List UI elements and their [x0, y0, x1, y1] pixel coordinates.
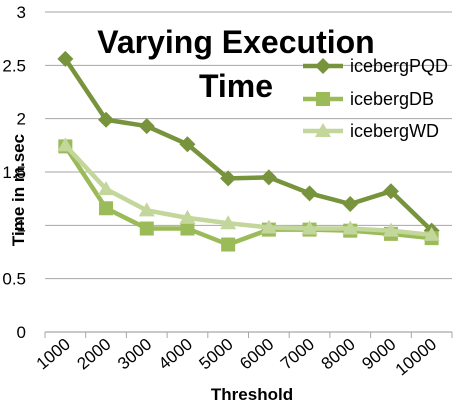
- data-point-icebergWD-3000: [138, 202, 155, 217]
- data-point-icebergWD-8000: [342, 220, 359, 235]
- x-axis-label: Threshold: [211, 385, 293, 404]
- data-point-icebergPQD-6000: [260, 169, 277, 186]
- data-point-icebergWD-1000: [57, 137, 74, 152]
- y-tick-label: 0: [17, 323, 26, 342]
- data-point-icebergWD-4000: [179, 209, 196, 224]
- legend-marker-icebergDB: [316, 92, 330, 106]
- x-tick-label: 3000: [114, 335, 155, 374]
- legend-label-icebergDB: icebergDB: [350, 89, 434, 109]
- data-point-icebergPQD-9000: [382, 183, 399, 200]
- data-point-icebergPQD-8000: [342, 196, 359, 212]
- x-tick-label: 1000: [33, 335, 74, 374]
- data-point-icebergWD-2000: [98, 181, 115, 196]
- legend-marker-icebergPQD: [315, 58, 331, 74]
- x-tick-label: 6000: [236, 335, 277, 374]
- data-point-icebergPQD-4000: [179, 136, 196, 153]
- series-line-icebergPQD: [63, 57, 434, 233]
- data-point-icebergPQD-5000: [220, 170, 237, 187]
- x-tick-label: 10000: [392, 335, 440, 380]
- data-point-icebergPQD-3000: [138, 118, 155, 135]
- y-tick-label: 2: [17, 110, 26, 129]
- y-axis-label: Time in m.sec: [9, 134, 28, 246]
- chart-title-line-1: Varying Execution: [97, 24, 374, 60]
- data-point-icebergPQD-1000: [57, 50, 74, 67]
- series-line-icebergWD: [63, 143, 432, 238]
- data-point-icebergDB-5000: [221, 237, 236, 252]
- y-tick-label: 3: [17, 3, 26, 22]
- data-point-icebergPQD-7000: [301, 185, 318, 202]
- data-point-icebergWD-7000: [301, 220, 318, 235]
- x-tick-label: 5000: [196, 335, 237, 374]
- chart-title-line-2: Time: [199, 68, 273, 104]
- series-line-icebergDB: [63, 145, 432, 247]
- data-point-icebergWD-5000: [220, 215, 237, 230]
- data-point-icebergWD-9000: [382, 222, 399, 237]
- x-tick-label: 7000: [277, 335, 318, 374]
- y-tick-label: 1: [17, 216, 26, 235]
- legend-marker-icebergWD: [315, 123, 331, 137]
- y-tick-label: 1.5: [2, 163, 26, 182]
- legend-label-icebergPQD: icebergPQD: [350, 56, 448, 76]
- data-point-icebergWD-6000: [260, 219, 277, 234]
- y-tick-label: 0.5: [2, 270, 26, 289]
- data-point-icebergWD-10000: [423, 226, 440, 241]
- legend-label-icebergWD: icebergWD: [350, 121, 439, 141]
- data-point-icebergDB-2000: [99, 201, 114, 216]
- x-tick-label: 8000: [318, 335, 359, 374]
- x-tick-label: 4000: [155, 335, 196, 374]
- data-point-icebergDB-4000: [180, 221, 195, 236]
- data-point-icebergDB-3000: [139, 221, 154, 236]
- x-tick-label: 2000: [73, 335, 114, 374]
- data-point-icebergPQD-2000: [98, 111, 115, 128]
- y-tick-label: 2.5: [2, 56, 26, 75]
